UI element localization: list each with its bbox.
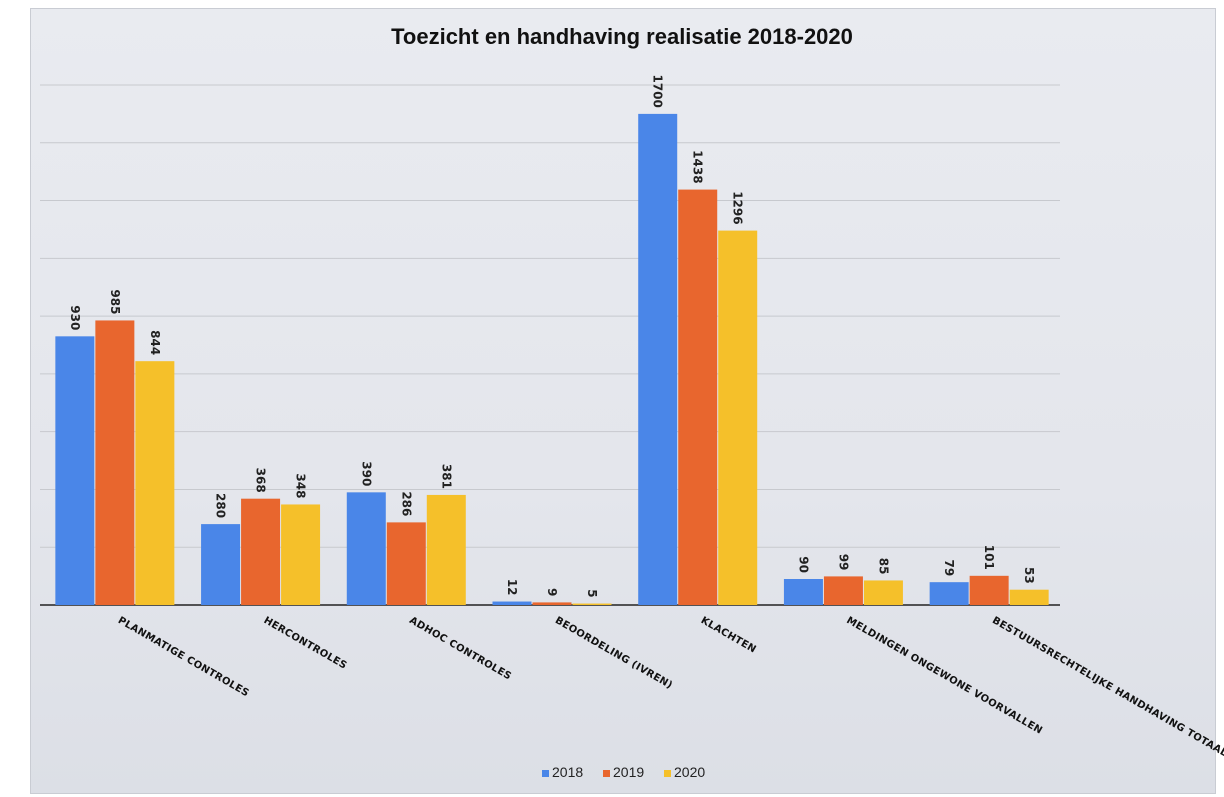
data-label: 348 (294, 473, 308, 498)
bar-2018 (783, 579, 823, 605)
category-label: KLACHTEN (699, 615, 758, 656)
bars (55, 113, 1049, 606)
category-label: PLANMATIGE CONTROLES (116, 615, 251, 699)
data-label: 99 (836, 554, 850, 571)
data-label: 286 (399, 491, 413, 516)
category-label: BESTUURSRECHTELIJKE HANDHAVING TOTAAL (990, 615, 1224, 759)
bar-2019 (969, 575, 1009, 605)
legend-swatch-2019 (603, 770, 610, 777)
bar-2020 (426, 494, 466, 605)
data-label: 85 (876, 558, 890, 575)
data-label: 280 (214, 493, 228, 518)
data-label: 53 (1022, 567, 1036, 584)
data-label: 1438 (691, 150, 705, 183)
bar-2019 (95, 320, 135, 605)
data-label: 79 (942, 559, 956, 576)
data-label: 930 (68, 305, 82, 330)
bar-2020 (718, 230, 758, 605)
data-label: 12 (505, 579, 519, 596)
legend-label-2019: 2019 (613, 764, 644, 780)
bar-2018 (346, 492, 386, 605)
legend-label-2020: 2020 (674, 764, 705, 780)
bar-2019 (823, 576, 863, 605)
bar-2020 (1009, 589, 1049, 605)
data-label: 90 (796, 556, 810, 573)
bar-2020 (135, 361, 175, 605)
data-label: 9 (545, 588, 559, 596)
bar-2019 (532, 602, 572, 605)
category-label: BEOORDELING (IVREN) (553, 615, 674, 691)
bar-2018 (638, 113, 678, 605)
data-label: 5 (585, 589, 599, 597)
chart-frame (30, 8, 1216, 794)
bar-2019 (678, 189, 718, 606)
data-label: 844 (148, 330, 162, 355)
data-label: 985 (108, 289, 122, 314)
bar-2018 (929, 582, 969, 605)
legend: 2018 2019 2020 (542, 764, 705, 780)
bar-2018 (201, 524, 241, 605)
category-label: HERCONTROLES (262, 615, 349, 672)
bar-2019 (386, 522, 426, 605)
bar-2020 (281, 504, 321, 605)
category-label: ADHOC CONTROLES (407, 615, 513, 682)
bar-2018 (55, 336, 95, 605)
data-label: 101 (982, 545, 996, 570)
bar-2019 (241, 498, 281, 605)
category-labels: PLANMATIGE CONTROLES HERCONTROLES ADHOC CO… (116, 615, 1224, 759)
data-label: 368 (254, 468, 268, 493)
bar-2020 (572, 603, 612, 605)
data-labels: 930 985 844 280 368 348 390 286 381 12 9 5 1700 1438 1… (68, 74, 1036, 597)
legend-label-2018: 2018 (552, 764, 583, 780)
data-label: 1296 (731, 191, 745, 224)
gridlines (40, 84, 1060, 606)
data-label: 1700 (651, 74, 665, 107)
legend-swatch-2020 (664, 770, 671, 777)
bar-2018 (492, 601, 532, 605)
bar-2020 (863, 580, 903, 605)
data-label: 381 (439, 464, 453, 489)
chart-title: Toezicht en handhaving realisatie 2018-2… (391, 24, 853, 49)
legend-swatch-2018 (542, 770, 549, 777)
data-label: 390 (359, 461, 373, 486)
